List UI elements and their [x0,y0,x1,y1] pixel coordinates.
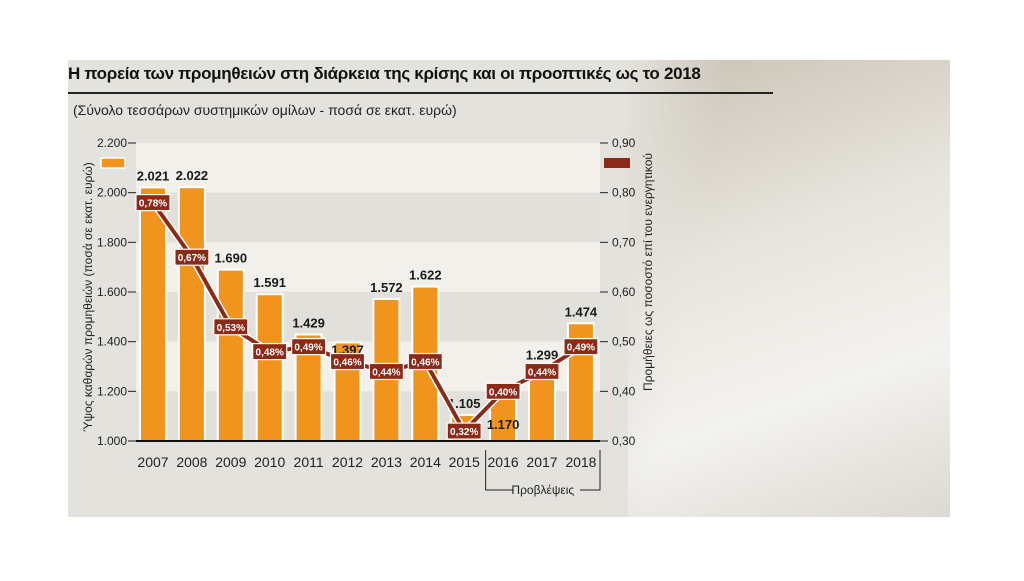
x-tick-label: 2015 [449,454,480,470]
x-tick-label: 2012 [332,454,363,470]
x-tick-label: 2008 [176,454,207,470]
left-tick-label: 1.800 [97,235,127,249]
line-value-label: 0,40% [489,387,517,398]
left-tick-label: 2.000 [97,186,127,200]
line-value-label: 0,49% [294,343,322,354]
left-tick-label: 1.000 [97,434,127,448]
line-value-label: 0,78% [139,199,167,210]
bar-2010 [255,293,284,442]
line-legend-swatch [604,158,630,168]
left-tick-label: 1.400 [97,335,127,349]
line-marker [368,362,404,381]
right-tick-label: 0,70 [612,235,636,249]
bar-value-label: 2.022 [176,168,209,183]
grid-band [136,143,600,193]
calculator-euro-photo [628,60,950,517]
x-tick-label: 2017 [526,454,557,470]
x-tick-label: 2016 [488,454,519,470]
line-value-label: 0,53% [217,323,245,334]
line-marker [446,422,482,440]
line-marker [524,362,560,381]
line-marker [291,338,327,356]
line-marker [563,338,599,356]
bar-value-label: 1.299 [526,348,559,363]
bar-2008 [177,186,206,442]
right-axis-label: Προμήθειες ως ποσοστό επί του ενεργητικο… [641,153,655,391]
forecast-bracket-left [485,450,514,491]
x-tick-label: 2009 [215,454,246,470]
left-tick-label: 2.200 [97,136,127,150]
line-value-label: 0,32% [450,427,478,438]
bar-value-label: 1.170 [487,417,520,432]
x-tick-label: 2010 [254,454,285,470]
bar-legend-swatch [100,157,126,169]
line-marker [329,352,366,371]
forecast-label: Προβλέψεις [511,483,574,497]
left-tick-label: 1.200 [97,384,127,398]
line-value-label: 0,49% [567,343,595,354]
x-tick-label: 2011 [294,454,324,470]
left-tick-label: 1.600 [97,285,127,299]
right-tick-label: 0,90 [612,136,636,150]
line-value-label: 0,46% [411,358,439,369]
x-tick-label: 2007 [137,454,168,470]
bar-value-label: 1.572 [370,280,403,295]
bar-value-label: 1.429 [292,315,325,330]
bar-value-label: 1.622 [409,268,442,283]
line-marker [252,343,288,361]
line-value-label: 0,46% [333,358,361,369]
line-marker [135,194,171,212]
chart-subtitle: (Σύνολο τεσσάρων συστημικών ομίλων - ποσ… [73,102,457,118]
bar-value-label: 1.474 [565,304,598,319]
line-marker [407,352,443,371]
bar-2016 [489,397,518,442]
grid-band [136,391,600,441]
line-value-label: 0,48% [256,348,284,359]
grid-band [136,192,600,243]
title-divider [68,92,773,94]
line-value-label: 0,44% [528,367,556,378]
grid-band [136,242,600,292]
x-tick-label: 2013 [371,454,402,470]
right-tick-label: 0,60 [612,285,636,299]
line-marker [213,318,249,336]
bar-value-label: 1.690 [215,251,248,266]
bar-value-label: 1.105 [448,396,481,411]
right-tick-label: 0,30 [612,434,636,448]
line-value-label: 0,44% [372,367,400,378]
left-axis-label: Ύψος καθαρών προμηθειών (ποσά σε εκατ. ε… [81,162,95,432]
right-tick-label: 0,50 [612,335,636,349]
x-tick-label: 2018 [565,454,596,470]
forecast-bracket-right [580,450,601,491]
bar-2009 [216,268,245,442]
line-value-label: 0,67% [178,253,206,264]
line-marker [485,382,521,400]
line-marker [174,248,210,266]
bar-value-label: 2.021 [137,168,170,183]
x-tick-label: 2014 [410,454,441,470]
right-tick-label: 0,80 [612,186,636,200]
right-tick-label: 0,40 [612,384,636,398]
chart-title: Η πορεία των προμηθειών στη διάρκεια της… [68,64,701,83]
bar-value-label: 1.591 [253,275,286,290]
bar-2007 [139,186,167,442]
